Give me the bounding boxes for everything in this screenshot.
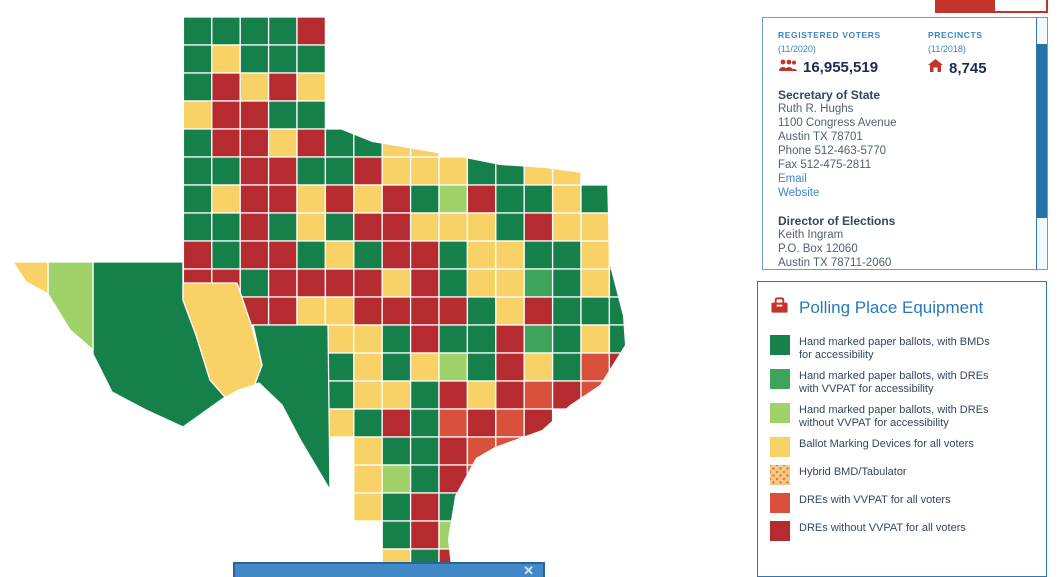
map-popup-bar[interactable]: ✕ — [233, 562, 545, 577]
legend-item-label: Hybrid BMD/Tabulator — [799, 466, 907, 478]
precincts-date: (11/2018) — [928, 44, 966, 54]
registered-voters-value: 16,955,519 — [803, 59, 879, 76]
legend-item-bmd-all: Ballot Marking Devices for all voters — [770, 437, 1034, 457]
registered-voters-label: Registered Voters — [778, 30, 881, 40]
doe-city: Austin TX 78711-2060 — [778, 257, 892, 269]
polling-equipment-legend: Polling Place Equipment Hand marked pape… — [757, 281, 1047, 577]
precincts-value-row: 8,745 — [928, 59, 987, 77]
county-region-el-paso — [13, 261, 49, 295]
legend-item-dre-vvpat: DREs with VVPAT for all voters — [770, 493, 1034, 513]
house-icon — [928, 59, 943, 77]
county-region-hudspeth — [47, 261, 94, 351]
doe-po: P.O. Box 12060 — [778, 243, 858, 255]
ballot-box-icon — [770, 296, 789, 320]
swatch-dark-green — [770, 335, 790, 355]
swatch-medium-green — [770, 369, 790, 389]
swatch-light-green — [770, 403, 790, 423]
precincts-value: 8,745 — [949, 59, 987, 77]
legend-item-label: Hand marked paper ballots, with DREs wit… — [799, 370, 989, 395]
registered-voters-value-row: 16,955,519 — [778, 59, 878, 76]
swatch-yellow — [770, 437, 790, 457]
info-panel-scrollbar[interactable] — [1036, 18, 1047, 269]
sos-address1: 1100 Congress Avenue — [778, 117, 897, 129]
sos-fax: Fax 512-475-2811 — [778, 159, 872, 171]
legend-item-hmpb-dre-novvpat: Hand marked paper ballots, with DREs wit… — [770, 403, 1034, 429]
registered-voters-date: (11/2020) — [778, 44, 816, 54]
legend-item-dre-novvpat: DREs without VVPAT for all voters — [770, 521, 1034, 541]
legend-item-hmpb-dre-vvpat: Hand marked paper ballots, with DREs wit… — [770, 369, 1034, 395]
sos-phone: Phone 512-463-5770 — [778, 145, 887, 157]
email-link[interactable]: Email — [778, 173, 807, 185]
sos-name: Ruth R. Hughs — [778, 103, 854, 115]
swatch-red-orange — [770, 493, 790, 513]
doe-name: Keith Ingram — [778, 229, 844, 241]
precincts-label: Precincts — [928, 30, 983, 40]
website-link[interactable]: Website — [778, 187, 820, 199]
legend-title: Polling Place Equipment — [799, 298, 984, 317]
close-icon[interactable]: ✕ — [523, 563, 534, 577]
voters-icon — [778, 59, 797, 76]
header-button-filled[interactable] — [935, 0, 993, 13]
header-button-outlined[interactable] — [993, 0, 1048, 13]
legend-item-hmpb-bmd: Hand marked paper ballots, with BMDs for… — [770, 335, 1034, 361]
sos-address2: Austin TX 78701 — [778, 131, 863, 143]
swatch-hybrid-pattern — [770, 465, 790, 485]
map-container — [0, 0, 660, 577]
legend-item-label: Hand marked paper ballots, with DREs wit… — [799, 404, 989, 429]
legend-item-label: Hand marked paper ballots, with BMDs for… — [799, 336, 990, 361]
scrollbar-thumb[interactable] — [1037, 44, 1047, 218]
legend-item-label: Ballot Marking Devices for all voters — [799, 438, 974, 450]
legend-item-label: DREs without VVPAT for all voters — [799, 522, 966, 534]
sos-heading: Secretary of State — [778, 88, 881, 102]
doe-heading: Director of Elections — [778, 214, 896, 228]
texas-county-map[interactable] — [0, 0, 660, 577]
legend-item-label: DREs with VVPAT for all voters — [799, 494, 951, 506]
legend-item-hybrid: Hybrid BMD/Tabulator — [770, 465, 1034, 485]
state-info-panel: Registered Voters (11/2020) 16,955,519 P… — [762, 17, 1048, 270]
swatch-dark-red — [770, 521, 790, 541]
